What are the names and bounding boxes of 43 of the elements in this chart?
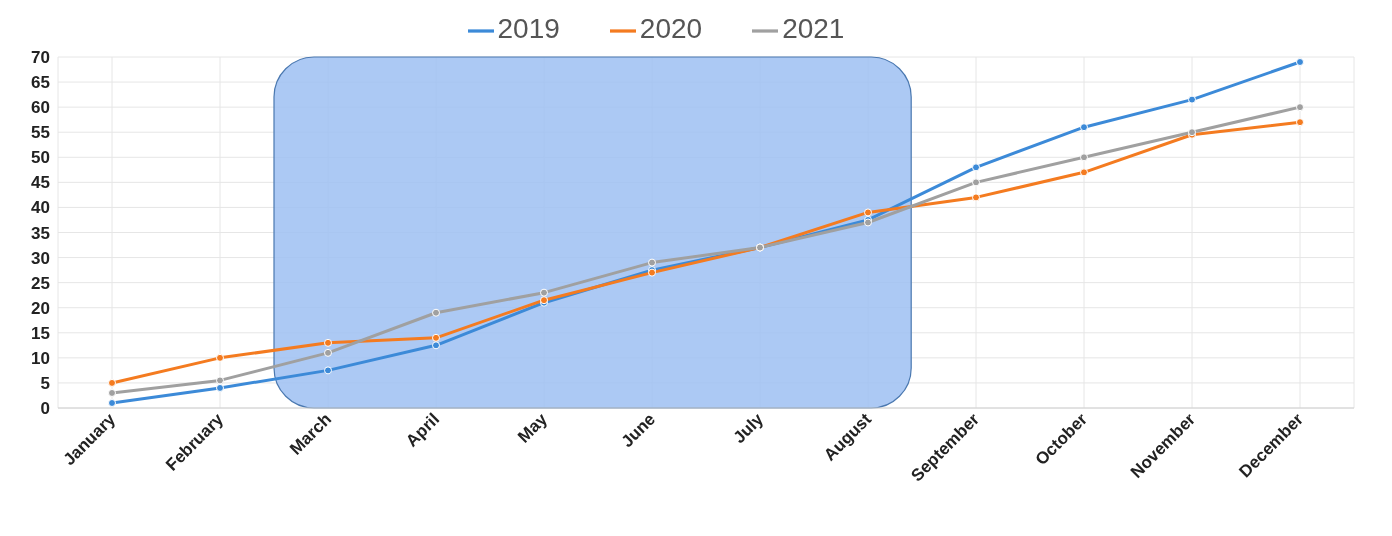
point: [1296, 118, 1304, 127]
point: [324, 348, 332, 357]
y-tick-label: 55: [31, 123, 50, 143]
point: [324, 338, 332, 347]
point: [324, 366, 332, 375]
y-tick-label: 25: [31, 273, 50, 293]
point: [216, 383, 224, 392]
y-tick-label: 20: [31, 298, 50, 318]
point: [108, 388, 116, 397]
point: [1296, 58, 1304, 67]
y-tick-label: 45: [31, 173, 50, 193]
y-tick-label: 60: [31, 98, 50, 118]
y-tick-label: 15: [31, 323, 50, 343]
point: [108, 398, 116, 407]
legend-label: 2021: [782, 13, 845, 44]
point: [216, 353, 224, 362]
point: [864, 208, 872, 217]
point: [540, 288, 548, 297]
y-tick-label: 50: [31, 148, 50, 168]
y-tick-label: 65: [31, 73, 50, 93]
y-tick-label: 0: [40, 399, 50, 419]
point: [432, 333, 440, 342]
legend-label: 2020: [639, 13, 703, 44]
point: [432, 308, 440, 317]
point: [972, 178, 980, 187]
point: [648, 258, 656, 267]
y-tick-label: 70: [31, 48, 50, 68]
point: [216, 376, 224, 385]
point: [432, 341, 440, 350]
y-tick-label: 10: [31, 348, 50, 368]
point: [1080, 168, 1088, 177]
point: [972, 163, 980, 172]
y-tick-label: 35: [31, 223, 50, 243]
y-tick-label: 30: [31, 248, 50, 268]
y-tick-label: 40: [31, 198, 50, 218]
point: [1188, 95, 1196, 104]
point: [1296, 103, 1304, 112]
legend-label: 2019: [497, 13, 560, 44]
point: [108, 378, 116, 387]
point: [1080, 153, 1088, 162]
y-tick-label: 5: [40, 373, 50, 393]
point: [1080, 123, 1088, 132]
point: [972, 193, 980, 202]
